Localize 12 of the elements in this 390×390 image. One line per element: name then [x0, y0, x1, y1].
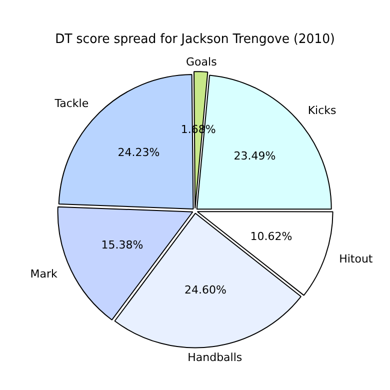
data-label: 24.23%: [118, 146, 160, 159]
data-label: 23.49%: [234, 149, 276, 162]
slice-label: Goals: [186, 55, 218, 68]
slice-label: Hitout: [339, 252, 374, 266]
chart-title: DT score spread for Jackson Trengove (2010): [55, 32, 335, 48]
slice-label: Kicks: [308, 104, 337, 117]
data-label: 10.62%: [250, 230, 292, 244]
slice-label: Mark: [30, 268, 58, 281]
data-label: 15.38%: [101, 238, 144, 252]
slice-label: Tackle: [54, 97, 89, 110]
slice-label: Handballs: [188, 350, 242, 364]
data-label: 24.60%: [184, 284, 226, 297]
